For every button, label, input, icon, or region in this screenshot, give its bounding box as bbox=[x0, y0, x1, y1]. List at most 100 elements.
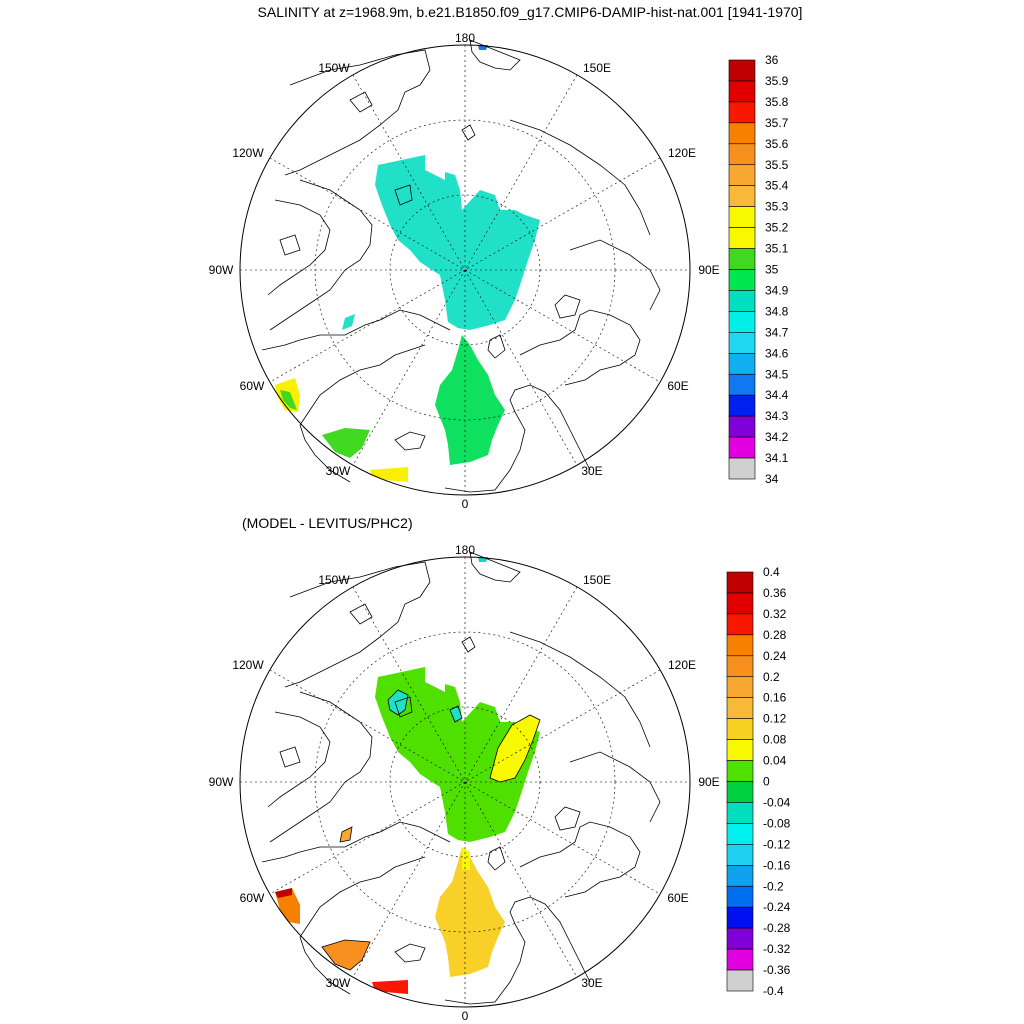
bottom-lon-label: 60W bbox=[240, 891, 265, 905]
arctic-basin-field bbox=[375, 155, 540, 330]
canada-basin-contour bbox=[387, 689, 409, 716]
colorbar-label: -0.2 bbox=[763, 879, 784, 893]
bottom-lon-label: 90W bbox=[209, 775, 234, 789]
colorbar-label: 35.1 bbox=[765, 242, 789, 256]
colorbar-box bbox=[728, 415, 756, 438]
page-title: SALINITY at z=1968.9m, b.e21.B1850.f09_g… bbox=[258, 4, 803, 20]
colorbar-box bbox=[726, 697, 754, 719]
longitude-labels-bottom: 180 150E 120E 90E 60E 30E 0 30W 60W 90W 120W 150W bbox=[209, 543, 720, 1023]
colorbar-label: -0.4 bbox=[763, 984, 784, 998]
colorbar-label: 34.9 bbox=[765, 283, 789, 297]
colorbar-box bbox=[726, 948, 754, 971]
colorbar-label: 34.5 bbox=[765, 367, 789, 381]
arctic-basin-anomaly-field bbox=[375, 667, 540, 842]
coastlines bbox=[261, 551, 661, 1005]
bottom-lon-label: 120W bbox=[232, 658, 264, 672]
colorbar-box bbox=[728, 394, 756, 417]
colorbar-label: 0.24 bbox=[763, 649, 787, 663]
colorbar-label: 0.04 bbox=[763, 754, 787, 768]
top-lon-label: 30W bbox=[326, 464, 351, 478]
colorbar-box bbox=[728, 248, 756, 270]
colorbar-box bbox=[726, 781, 754, 803]
colorbar-label: 0 bbox=[763, 775, 770, 789]
bottom-lon-label: 0 bbox=[462, 1009, 469, 1023]
colorbar-label: 35.2 bbox=[765, 221, 789, 235]
canada-patch-anomaly bbox=[339, 826, 353, 843]
colorbar-label: -0.04 bbox=[763, 795, 791, 809]
colorbar-box bbox=[726, 655, 754, 678]
iceland-basin-anomaly bbox=[372, 980, 408, 994]
top-lon-label: 90E bbox=[698, 263, 719, 277]
colorbar-box bbox=[726, 571, 754, 594]
colorbar-label: 35.7 bbox=[765, 116, 789, 130]
colorbar-label: 0.2 bbox=[763, 670, 780, 684]
bottom-lon-label: 30E bbox=[581, 976, 602, 990]
colorbar-box bbox=[728, 206, 756, 228]
colorbar-box bbox=[726, 592, 754, 615]
colorbar-box bbox=[728, 352, 756, 375]
colorbar-box bbox=[728, 332, 756, 354]
colorbar-box bbox=[728, 143, 756, 166]
map-boundary bbox=[239, 44, 691, 496]
colorbar-label: 34.2 bbox=[765, 430, 789, 444]
colorbar-label: 0.32 bbox=[763, 607, 787, 621]
colorbar-box bbox=[728, 373, 756, 396]
top-lon-label: 90W bbox=[209, 263, 234, 277]
colorbar-box bbox=[726, 760, 754, 782]
colorbar-box bbox=[728, 457, 756, 480]
colorbar-box bbox=[726, 823, 754, 845]
bottom-lon-label: 60E bbox=[667, 891, 688, 905]
colorbar-label: -0.24 bbox=[763, 900, 791, 914]
colorbar-label: 34.8 bbox=[765, 304, 789, 318]
top-lon-label: 60W bbox=[240, 379, 265, 393]
colorbar-box bbox=[728, 185, 756, 207]
nordic-yellow-strip bbox=[462, 847, 470, 870]
map-boundary bbox=[239, 556, 691, 1008]
colorbar-label: 35 bbox=[765, 263, 779, 277]
colorbar-label: 34 bbox=[765, 472, 779, 486]
colorbar-label: 34.3 bbox=[765, 409, 789, 423]
colorbar-label: -0.32 bbox=[763, 942, 791, 956]
bottom-lon-label: 90E bbox=[698, 775, 719, 789]
colorbar-label: 34.7 bbox=[765, 325, 789, 339]
subtitle: (MODEL - LEVITUS/PHC2) bbox=[242, 515, 413, 531]
colorbar-box bbox=[728, 269, 756, 291]
colorbar-label: 35.3 bbox=[765, 200, 789, 214]
top-colorbar: 36 35.9 35.8 35.7 35.6 35.5 35.4 35.3 35.2 35.1 35… bbox=[728, 53, 789, 486]
colorbar-box bbox=[728, 290, 756, 312]
colorbar-label: 0.12 bbox=[763, 712, 787, 726]
colorbar-label: -0.36 bbox=[763, 963, 791, 977]
colorbar-box bbox=[728, 164, 756, 187]
colorbar-label: 34.4 bbox=[765, 388, 789, 402]
colorbar-box bbox=[726, 739, 754, 761]
bottom-colorbar: 0.4 0.36 0.32 0.28 0.24 0.2 0.16 0.12 0.08 0.04 0 -… bbox=[726, 565, 791, 998]
colorbar-label: 34.1 bbox=[765, 451, 789, 465]
canada-patch-field bbox=[342, 314, 355, 330]
colorbar-label: -0.08 bbox=[763, 816, 791, 830]
colorbar-label: -0.16 bbox=[763, 858, 791, 872]
irminger-field bbox=[322, 428, 370, 458]
colorbar-box bbox=[728, 80, 756, 103]
bottom-polar-map bbox=[239, 551, 691, 1008]
colorbar-label: 0.28 bbox=[763, 628, 787, 642]
colorbar-box bbox=[726, 864, 754, 887]
colorbar-label: 0.4 bbox=[763, 565, 780, 579]
top-lon-label: 120E bbox=[668, 146, 696, 160]
colorbar-box bbox=[726, 676, 754, 699]
colorbar-label: 35.4 bbox=[765, 179, 789, 193]
colorbar-box bbox=[726, 718, 754, 740]
colorbar-label: 35.5 bbox=[765, 158, 789, 172]
eurasian-positive-anomaly bbox=[489, 714, 541, 783]
labrador-edge-inner bbox=[280, 390, 297, 410]
top-lon-label: 0 bbox=[462, 497, 469, 511]
top-lon-label: 180 bbox=[455, 31, 475, 45]
colorbar-label: 35.9 bbox=[765, 74, 789, 88]
nordic-seas-anomaly-field bbox=[435, 847, 505, 977]
colorbar-box bbox=[726, 906, 754, 929]
colorbar-label: 0.16 bbox=[763, 691, 787, 705]
colorbar-label: 35.6 bbox=[765, 137, 789, 151]
nordic-seas-field bbox=[435, 335, 505, 465]
top-lon-label: 150E bbox=[583, 61, 611, 75]
bottom-lon-label: 120E bbox=[668, 658, 696, 672]
